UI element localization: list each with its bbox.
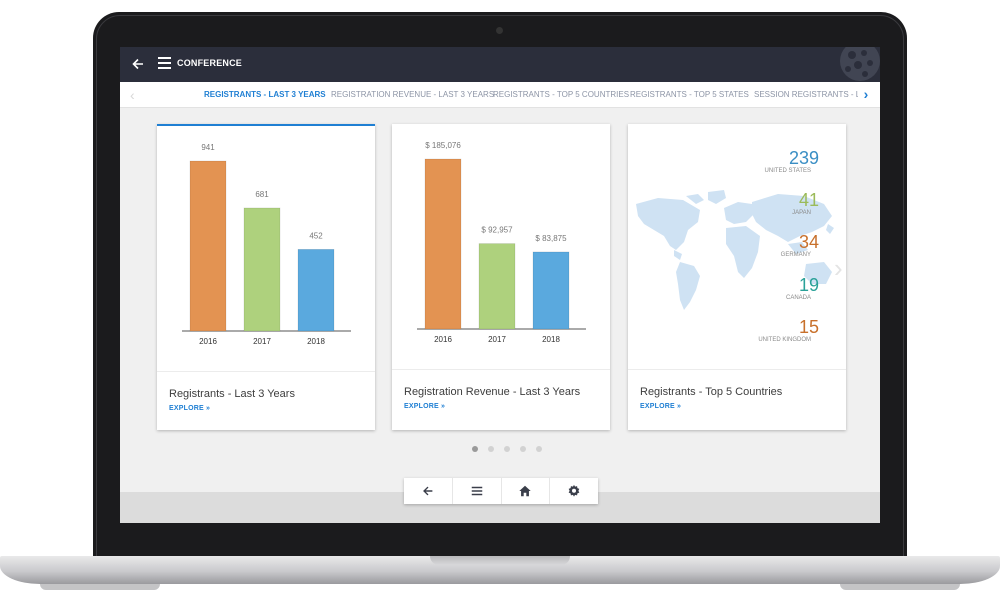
app-title: CONFERENCE	[177, 58, 243, 68]
camera	[496, 27, 503, 34]
arrow-left-icon	[422, 486, 433, 496]
back-button[interactable]	[404, 478, 453, 504]
logo-icon	[840, 47, 880, 81]
gear-icon	[568, 484, 580, 497]
tick-label: 2016	[434, 335, 452, 344]
card-revenue[interactable]: $ 185,076 2016 $ 92,957 2017 $ 83,875 2018 Re…	[392, 124, 610, 430]
explore-link[interactable]: EXPLORE »	[640, 403, 682, 410]
tab-top-5-states[interactable]: REGISTRANTS - TOP 5 STATES	[630, 90, 749, 99]
bar[interactable]	[189, 160, 227, 332]
arrow-left-icon[interactable]	[130, 56, 146, 72]
country-count: 239	[788, 148, 819, 168]
card-title: Registrants - Last 3 Years	[169, 388, 295, 400]
bottom-nav	[404, 478, 598, 504]
hamburger-icon	[471, 486, 482, 496]
country-count: 34	[798, 232, 819, 252]
chevron-right-icon[interactable]: ›	[858, 86, 874, 104]
bar[interactable]	[243, 207, 281, 332]
card-footer: Registrants - Top 5 Countries EXPLORE »	[628, 369, 846, 430]
chevron-right-icon[interactable]: ›	[834, 253, 843, 283]
pagination-dot[interactable]	[472, 446, 478, 452]
chevron-left-icon[interactable]: ‹	[130, 87, 135, 103]
tab-bar: ‹ REGISTRANTS - LAST 3 YEARS REGISTRATIO…	[120, 82, 880, 108]
home-icon	[519, 485, 532, 497]
bar[interactable]	[297, 249, 335, 332]
bar[interactable]	[532, 251, 570, 330]
bar[interactable]	[424, 158, 462, 330]
laptop-foot	[840, 584, 960, 590]
country-label: JAPAN	[792, 210, 811, 216]
card-footer: Registrants - Last 3 Years EXPLORE »	[157, 371, 375, 432]
hamburger-icon[interactable]	[158, 57, 171, 71]
laptop-notch	[430, 556, 570, 565]
tab-session-registrants[interactable]: SESSION REGISTRANTS - LA	[754, 90, 866, 99]
explore-link[interactable]: EXPLORE »	[404, 403, 446, 410]
data-label: 941	[201, 143, 215, 152]
tick-label: 2017	[253, 337, 271, 346]
laptop-foot	[40, 584, 160, 590]
pagination-dot[interactable]	[536, 446, 542, 452]
card-title: Registration Revenue - Last 3 Years	[404, 386, 581, 398]
card-countries[interactable]: 239 UNITED STATES 41 JAPAN 34 GERMANY 19…	[628, 124, 846, 430]
data-label: 452	[309, 231, 323, 240]
pagination-dot[interactable]	[520, 446, 526, 452]
pagination-dot[interactable]	[504, 446, 510, 452]
tab-registration-revenue[interactable]: REGISTRATION REVENUE - LAST 3 YEARS	[331, 90, 495, 99]
revenue-bar-chart: $ 185,076 2016 $ 92,957 2017 $ 83,875 2018	[417, 141, 586, 344]
country-label: CANADA	[785, 295, 811, 301]
card-footer: Registration Revenue - Last 3 Years EXPL…	[392, 369, 610, 430]
card-registrants[interactable]: 941 2016 681 2017 452 2018 Registrants - Last…	[157, 124, 375, 430]
tick-label: 2017	[488, 335, 506, 344]
bar[interactable]	[478, 243, 516, 330]
pagination-dot[interactable]	[488, 446, 494, 452]
tab-registrants-3-years[interactable]: REGISTRANTS - LAST 3 YEARS	[204, 90, 326, 99]
tick-label: 2018	[542, 335, 560, 344]
country-label: GERMANY	[780, 252, 811, 258]
tick-label: 2016	[199, 337, 217, 346]
world-map	[636, 190, 834, 310]
tab-top-5-countries[interactable]: REGISTRANTS - TOP 5 COUNTRIES	[493, 90, 630, 99]
tick-label: 2018	[307, 337, 325, 346]
menu-button[interactable]	[453, 478, 502, 504]
settings-button[interactable]	[550, 478, 598, 504]
data-label: $ 185,076	[425, 141, 461, 150]
country-label: UNITED STATES	[764, 168, 811, 174]
data-label: $ 83,875	[535, 234, 567, 243]
data-label: 681	[255, 190, 269, 199]
country-count: 19	[798, 275, 819, 295]
home-button[interactable]	[502, 478, 551, 504]
country-count: 41	[798, 190, 819, 210]
registrants-bar-chart: 941 2016 681 2017 452 2018	[182, 143, 351, 346]
app-header: CONFERENCE	[120, 47, 880, 82]
data-label: $ 92,957	[481, 226, 513, 235]
explore-link[interactable]: EXPLORE »	[169, 405, 211, 412]
country-label: UNITED KINGDOM	[758, 337, 811, 343]
app-screen: CONFERENCE ‹ REGISTRANTS - LAST 3 YEARS …	[120, 47, 880, 523]
card-title: Registrants - Top 5 Countries	[640, 386, 783, 398]
country-count: 15	[798, 317, 819, 337]
